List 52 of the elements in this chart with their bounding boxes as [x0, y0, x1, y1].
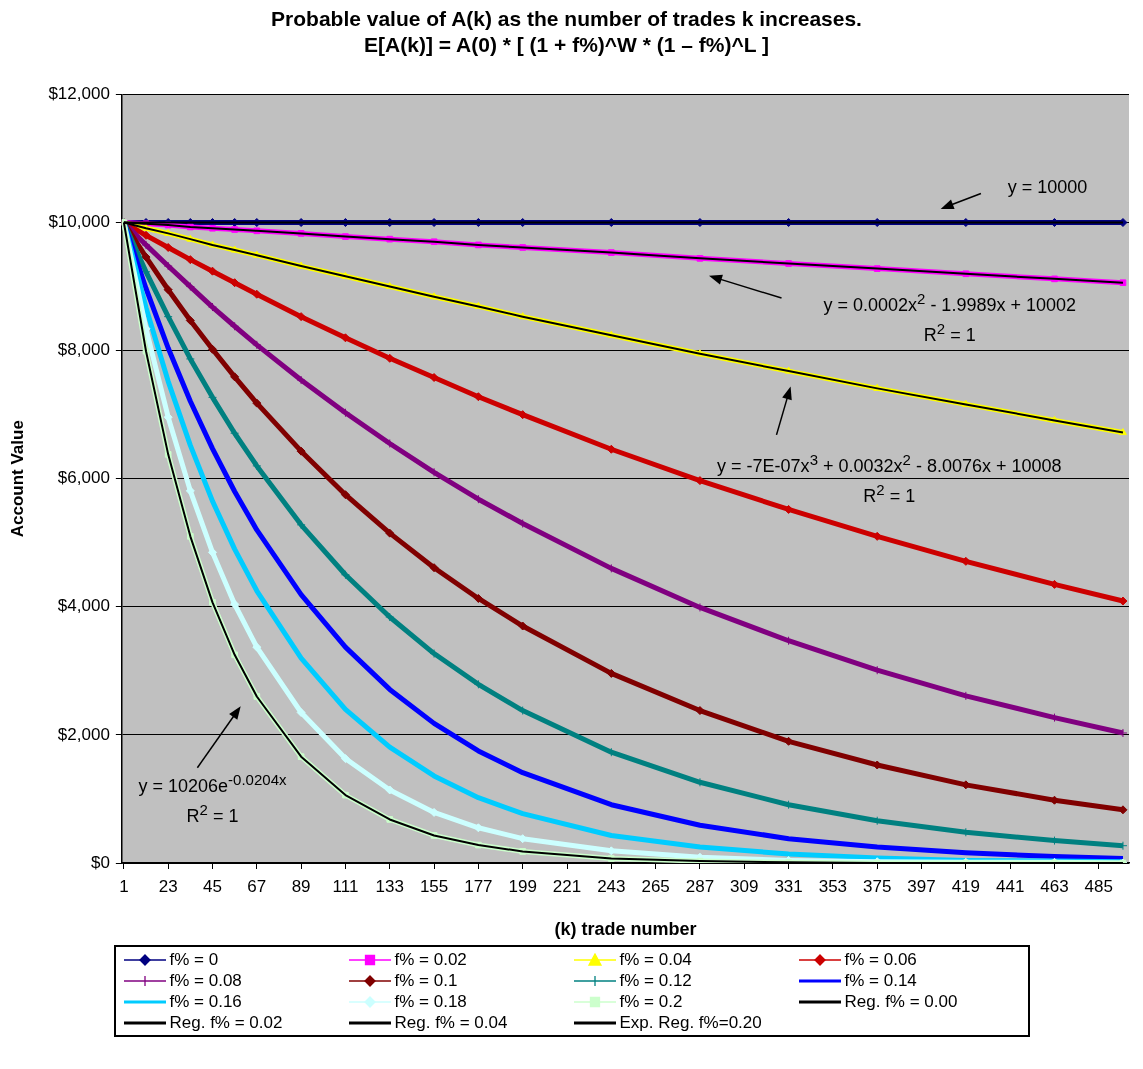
x-tick-label: 441 — [995, 876, 1025, 896]
legend-label: Reg. f% = 0.00 — [844, 991, 958, 1012]
x-tick-label: 155 — [419, 876, 449, 896]
y-tick-label: $0 — [90, 852, 110, 872]
legend-label: Reg. f% = 0.02 — [169, 1012, 283, 1033]
x-tick-label: 23 — [158, 876, 178, 896]
x-tick-label: 331 — [774, 876, 803, 896]
x-tick-label: 375 — [863, 876, 892, 896]
x-tick-label: 111 — [332, 876, 359, 896]
legend-label: f% = 0.02 — [394, 949, 467, 970]
x-tick-label: 309 — [730, 876, 759, 896]
x-tick-label: 419 — [951, 876, 981, 896]
y-tick-label: $4,000 — [57, 596, 110, 616]
x-tick-label: 221 — [552, 876, 582, 896]
y-tick-label: $2,000 — [57, 724, 110, 744]
legend-label: Exp. Reg. f%=0.20 — [619, 1012, 762, 1033]
legend-label: f% = 0.14 — [844, 970, 917, 991]
x-tick-label: 133 — [375, 876, 404, 896]
x-axis-title: (k) trade number — [554, 919, 697, 940]
x-tick-label: 397 — [907, 876, 936, 896]
x-tick-label: 45 — [203, 876, 222, 896]
legend-label: f% = 0.12 — [619, 970, 692, 991]
x-tick-label: 177 — [464, 876, 493, 896]
y-axis-title: Account Value — [7, 420, 27, 538]
legend-label: f% = 0.06 — [844, 949, 917, 970]
annotation: y = 10000 — [1007, 175, 1088, 199]
y-tick-label: $6,000 — [57, 468, 110, 488]
x-tick-label: 463 — [1040, 876, 1069, 896]
x-tick-label: 67 — [247, 876, 267, 896]
x-tick-label: 265 — [641, 876, 670, 896]
x-tick-label: 1 — [119, 876, 129, 896]
legend-label: f% = 0.16 — [169, 991, 242, 1012]
x-tick-label: 89 — [291, 876, 311, 896]
legend-label: f% = 0.04 — [619, 949, 692, 970]
x-tick-label: 287 — [685, 876, 715, 896]
legend-label: f% = 0.2 — [619, 991, 683, 1012]
x-tick-label: 199 — [508, 876, 537, 896]
legend-label: f% = 0.1 — [394, 970, 458, 991]
legend-label: f% = 0.18 — [394, 991, 467, 1012]
y-tick-label: $10,000 — [48, 212, 110, 232]
annotation: y = 0.0002x$^{2}$ - 1.9989x + 10002 R$^{2}$ = 1 — [823, 288, 1076, 348]
text: y = 10206e$^{-0.0204x}$ R$^{2}$ = 1 — [138, 771, 287, 827]
legend-label: Reg. f% = 0.04 — [394, 1012, 508, 1033]
x-tick-label: 485 — [1084, 876, 1113, 896]
text: y = -7E-07x$^{3}$ + 0.0032x$^{2}$ - 8.0076x + 10008 R$^{2}$ = 1 — [717, 451, 1062, 507]
x-tick-label: 353 — [818, 876, 848, 896]
legend-label: f% = 0 — [169, 949, 219, 970]
y-tick-label: $8,000 — [57, 340, 110, 360]
chart-title: Probable value of A(k) as the number of trades k increases. E[A(k)] = A(0) * [ (1 + f%)^W * (1 – f%)^L ] — [271, 7, 862, 56]
legend-label: f% = 0.08 — [169, 970, 242, 991]
y-tick-label: $12,000 — [48, 84, 110, 104]
x-tick-label: 243 — [597, 876, 626, 896]
